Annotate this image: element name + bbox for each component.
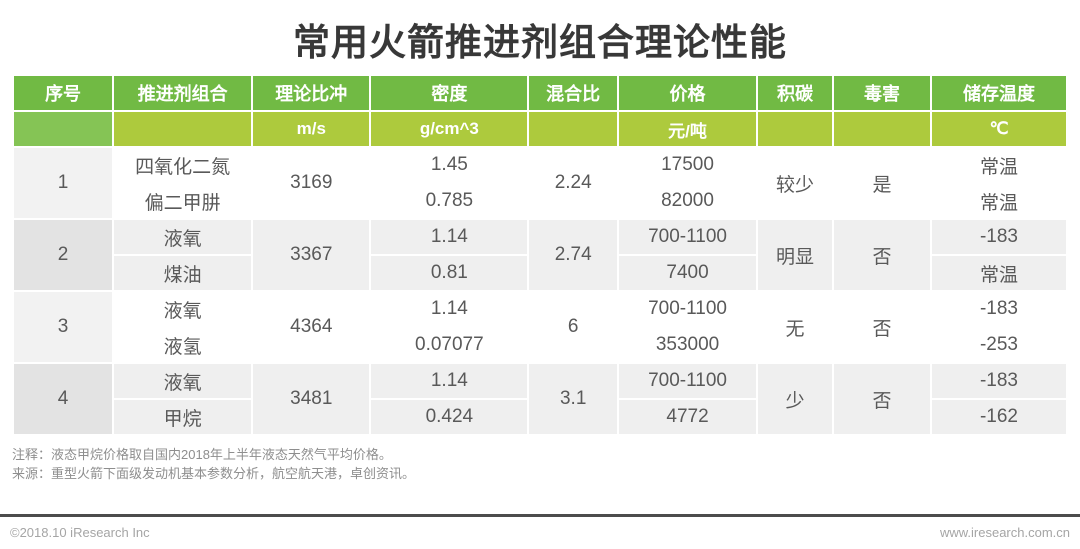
table-row: 2 液氧 3367 1.14 2.74 700-1100 明显 否 -183 [11, 218, 1069, 292]
cell-propellant: 煤油 [112, 254, 254, 292]
cell-mixture-ratio: 2.24 [527, 146, 619, 220]
cell-storage-temp: 常温 [929, 182, 1069, 220]
cell-serial: 4 [11, 362, 115, 436]
cell-carbon-deposit: 较少 [756, 146, 834, 220]
cell-specific-impulse: 3169 [251, 146, 372, 220]
unit-specific-impulse: m/s [251, 110, 372, 148]
unit-mixture-ratio [527, 110, 619, 148]
header-row: 序号 推进剂组合 理论比冲 密度 混合比 价格 积碳 毒害 储存温度 [11, 74, 1069, 112]
unit-carbon-deposit [756, 110, 834, 148]
cell-toxicity: 否 [831, 362, 932, 436]
cell-serial: 3 [11, 290, 115, 364]
cell-propellant: 液氧 [112, 218, 254, 256]
cell-price: 700-1100 [616, 218, 759, 256]
table-row: 3 液氧 4364 1.14 6 700-1100 无 否 -183 [11, 290, 1069, 364]
col-header-storage-temp: 储存温度 [929, 74, 1069, 112]
note-source: 来源：重型火箭下面级发动机基本参数分析，航空航天港，卓创资讯。 [12, 466, 416, 481]
unit-density: g/cm^3 [369, 110, 530, 148]
table-row: 4 液氧 3481 1.14 3.1 700-1100 少 否 -183 [11, 362, 1069, 436]
cell-storage-temp: -183 [929, 290, 1069, 328]
footer-divider [0, 514, 1080, 517]
unit-price: 元/吨 [616, 110, 759, 148]
col-header-price: 价格 [616, 74, 759, 112]
cell-density: 1.14 [369, 290, 530, 328]
cell-density: 1.14 [369, 362, 530, 400]
cell-storage-temp: -253 [929, 326, 1069, 364]
unit-row: m/s g/cm^3 元/吨 ℃ [11, 110, 1069, 148]
cell-price: 17500 [616, 146, 759, 184]
cell-density: 1.14 [369, 218, 530, 256]
cell-serial: 1 [11, 146, 115, 220]
cell-mixture-ratio: 6 [527, 290, 619, 364]
cell-propellant: 甲烷 [112, 398, 254, 436]
unit-propellant-combo [112, 110, 254, 148]
cell-price: 82000 [616, 182, 759, 220]
cell-storage-temp: -183 [929, 362, 1069, 400]
propellant-table: 序号 推进剂组合 理论比冲 密度 混合比 价格 积碳 毒害 储存温度 m/s g… [11, 74, 1069, 436]
cell-carbon-deposit: 明显 [756, 218, 834, 292]
cell-specific-impulse: 3367 [251, 218, 372, 292]
cell-specific-impulse: 3481 [251, 362, 372, 436]
col-header-carbon-deposit: 积碳 [756, 74, 834, 112]
table-row: 偏二甲肼 0.785 82000 常温 [13, 182, 1069, 220]
unit-serial [11, 110, 115, 148]
unit-toxicity [831, 110, 932, 148]
cell-storage-temp: -183 [929, 218, 1069, 256]
col-header-serial: 序号 [11, 74, 115, 112]
cell-density: 1.45 [369, 146, 530, 184]
col-header-density: 密度 [369, 74, 530, 112]
col-header-specific-impulse: 理论比冲 [251, 74, 372, 112]
cell-density: 0.81 [369, 254, 530, 292]
cell-toxicity: 否 [831, 290, 932, 364]
cell-carbon-deposit: 少 [756, 362, 834, 436]
note-annotation: 注释：液态甲烷价格取自国内2018年上半年液态天然气平均价格。 [12, 447, 392, 462]
table-row: 液氢 0.07077 353000 -253 [13, 326, 1069, 364]
col-header-mixture-ratio: 混合比 [527, 74, 619, 112]
cell-price: 4772 [616, 398, 759, 436]
cell-storage-temp: -162 [929, 398, 1069, 436]
page-title: 常用火箭推进剂组合理论性能 [293, 22, 787, 63]
col-header-propellant-combo: 推进剂组合 [112, 74, 254, 112]
cell-storage-temp: 常温 [929, 146, 1069, 184]
cell-density: 0.07077 [369, 326, 530, 364]
cell-carbon-deposit: 无 [756, 290, 834, 364]
cell-mixture-ratio: 2.74 [527, 218, 619, 292]
cell-propellant: 液氧 [112, 290, 254, 328]
cell-price: 700-1100 [616, 290, 759, 328]
notes-block: 注释：液态甲烷价格取自国内2018年上半年液态天然气平均价格。 来源：重型火箭下… [12, 445, 1068, 483]
footer: ©2018.10 iResearch Inc www.iresearch.com… [0, 514, 1080, 549]
cell-mixture-ratio: 3.1 [527, 362, 619, 436]
cell-propellant: 液氧 [112, 362, 254, 400]
unit-storage-temp: ℃ [929, 110, 1069, 148]
cell-price: 700-1100 [616, 362, 759, 400]
cell-propellant: 四氧化二氮 [112, 146, 254, 184]
cell-price: 7400 [616, 254, 759, 292]
table-row: 煤油 0.81 7400 常温 [13, 254, 1069, 292]
cell-propellant: 液氢 [112, 326, 254, 364]
propellant-table-wrap: 序号 推进剂组合 理论比冲 密度 混合比 价格 积碳 毒害 储存温度 m/s g… [11, 74, 1069, 436]
table-row: 甲烷 0.424 4772 -162 [13, 398, 1069, 436]
table-row: 1 四氧化二氮 3169 1.45 2.24 17500 较少 是 常温 [11, 146, 1069, 220]
cell-storage-temp: 常温 [929, 254, 1069, 292]
footer-copyright: ©2018.10 iResearch Inc [10, 525, 150, 540]
cell-serial: 2 [11, 218, 115, 292]
cell-toxicity: 是 [831, 146, 932, 220]
cell-density: 0.424 [369, 398, 530, 436]
cell-propellant: 偏二甲肼 [112, 182, 254, 220]
cell-price: 353000 [616, 326, 759, 364]
cell-specific-impulse: 4364 [251, 290, 372, 364]
cell-toxicity: 否 [831, 218, 932, 292]
col-header-toxicity: 毒害 [831, 74, 932, 112]
cell-density: 0.785 [369, 182, 530, 220]
footer-website: www.iresearch.com.cn [939, 525, 1070, 540]
